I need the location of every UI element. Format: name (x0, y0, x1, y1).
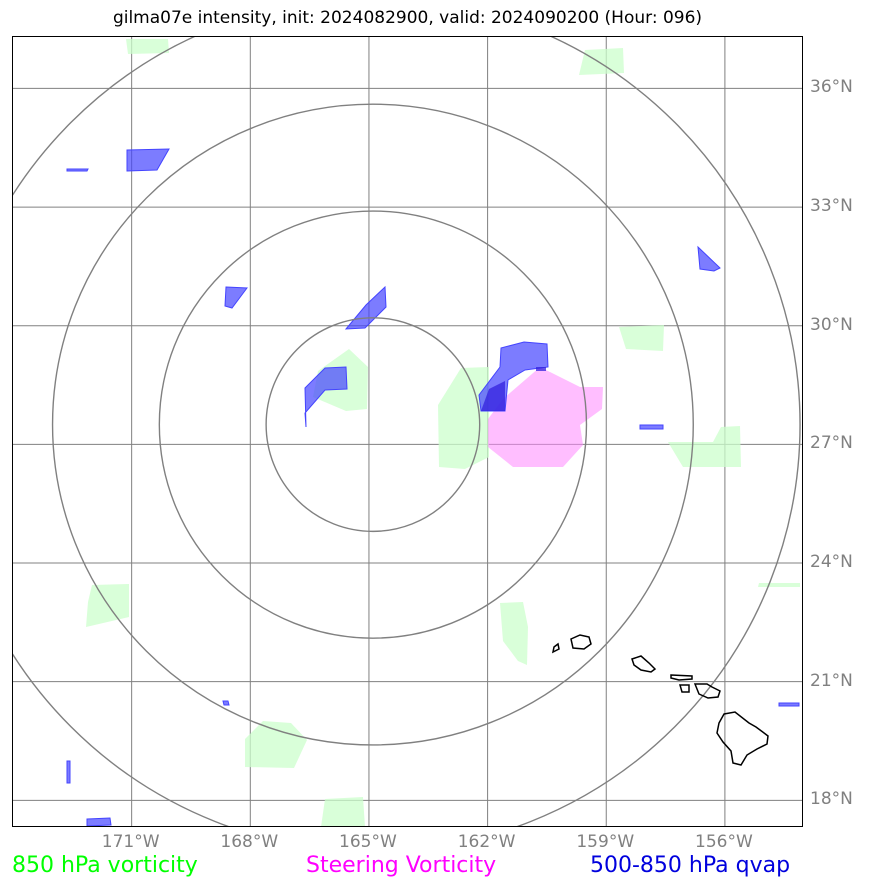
qvap-patch (344, 285, 387, 330)
legend-qvap: 500-850 hPa qvap (590, 853, 791, 878)
longitude-label: 171°W (101, 832, 160, 852)
longitude-label: 162°W (457, 832, 516, 852)
steering-vorticity-layer (488, 367, 603, 467)
hawaii-coastline (551, 634, 769, 766)
range-ring (13, 37, 801, 826)
big-island (716, 711, 769, 766)
qvap-patch (697, 245, 721, 272)
qvap-patch (778, 702, 800, 707)
latitude-label: 30°N (810, 314, 853, 335)
qvap-core-layer (481, 367, 546, 411)
vort850-patch (758, 583, 800, 587)
qvap-patch (86, 817, 112, 826)
lanai-island (679, 684, 690, 693)
range-ring (158, 210, 588, 639)
vort850-patch (619, 325, 664, 351)
map-title: gilma07e intensity, init: 2024082900, va… (112, 8, 703, 28)
qvap-patch (224, 286, 248, 309)
range-ring (265, 317, 481, 533)
legend-steering-vorticity: Steering Vorticity (306, 853, 497, 878)
latitude-label: 24°N (810, 552, 853, 572)
latitude-label: 21°N (810, 670, 853, 691)
range-ring (51, 103, 694, 746)
qvap-core-patch (481, 381, 505, 411)
longitude-label: 159°W (576, 832, 635, 852)
qvap-core-patch (536, 367, 546, 371)
qvap-patch (126, 148, 170, 172)
legend-850-vorticity: 850 hPa vorticity (12, 853, 198, 878)
vort850-patch (126, 39, 169, 54)
latitude-label: 18°N (810, 789, 853, 810)
qvap-layer (66, 148, 800, 826)
vort850-patch (86, 584, 129, 627)
vort850-patch (668, 426, 741, 467)
latitude-label: 27°N (810, 433, 853, 454)
molokai-island (670, 674, 693, 681)
kauai-island (570, 634, 592, 650)
longitude-label: 156°W (695, 832, 753, 852)
qvap-patch (304, 366, 348, 428)
qvap-patch (66, 760, 71, 784)
qvap-patch (66, 168, 89, 172)
map-frame[interactable] (12, 36, 803, 827)
steering-vorticity-patch (488, 367, 603, 467)
vort850-patch (579, 48, 624, 75)
map-canvas (13, 37, 802, 826)
vort850-patch (500, 602, 528, 665)
range-rings (13, 37, 801, 826)
niihau-island (551, 642, 560, 654)
latitude-label: 33°N (810, 196, 853, 217)
latitude-label: 36°N (810, 77, 853, 98)
longitude-label: 168°W (220, 832, 279, 852)
vort850-patch (438, 367, 489, 469)
qvap-patch (639, 424, 664, 430)
longitude-label: 165°W (339, 832, 397, 852)
qvap-patch (222, 700, 230, 706)
vort850-patch (321, 797, 365, 826)
maui-island (693, 683, 721, 699)
vort850-patch (245, 721, 307, 768)
oahu-island (631, 655, 657, 673)
